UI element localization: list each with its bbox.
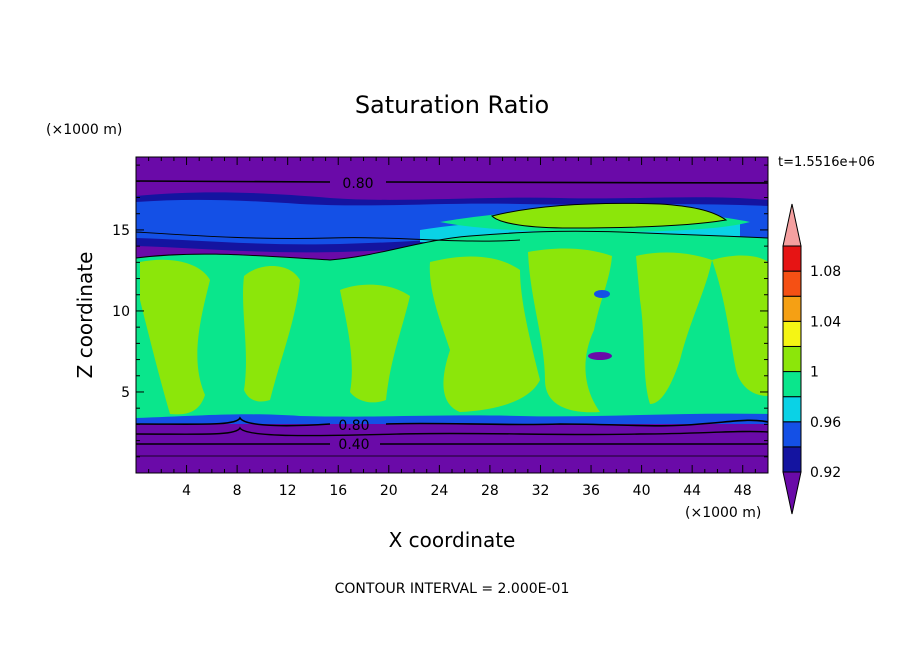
field-lime-5: [528, 248, 612, 413]
x-tick-label: 32: [532, 483, 550, 499]
x-tick-label: 24: [430, 483, 448, 499]
field-lime-left: [140, 259, 210, 415]
field-lime-6: [636, 252, 712, 404]
field-lime-3: [340, 284, 410, 403]
x-tick-label: 4: [182, 483, 191, 499]
colorbar-box: [782, 320, 802, 347]
colorbar: 0.92 0.96 1 1.04 1.08: [782, 203, 841, 515]
field-lower-purple: [136, 424, 768, 473]
colorbar-box: [782, 396, 802, 423]
y-unit-label: (×1000 m): [46, 122, 122, 138]
colorbar-arrow-high: [782, 203, 802, 247]
y-tick-label: 5: [121, 385, 130, 401]
colorbar-box: [782, 446, 802, 473]
field-lime-cap: [492, 203, 726, 228]
x-axis-label: X coordinate: [389, 528, 516, 552]
x-tick-label: 48: [734, 483, 752, 499]
plot-area: [136, 157, 768, 473]
colorbar-arrow-low: [782, 471, 802, 515]
field-lower-blue: [136, 413, 768, 424]
x-tick-label: 40: [633, 483, 651, 499]
colorbar-box: [782, 345, 802, 373]
contour-label-bottom: 0.40: [338, 437, 369, 453]
colorbar-tick-label: 1: [810, 365, 819, 381]
x-tick-label: 12: [279, 483, 297, 499]
x-tick-label: 16: [329, 483, 347, 499]
x-tick-label: 44: [683, 483, 701, 499]
contour-interval-footer: CONTOUR INTERVAL = 2.000E-01: [335, 581, 570, 597]
x-tick-label: 8: [233, 483, 242, 499]
contour-label-lower: 0.80: [338, 418, 369, 434]
y-axis: 5 10 15: [112, 164, 768, 458]
colorbar-tick-label: 1.08: [810, 264, 841, 280]
x-axis: 4 8 12 16 20 24 28 32 36 40 44 48: [148, 157, 756, 499]
field-lime-7: [712, 255, 768, 396]
contour-mid-lower: [136, 426, 768, 437]
x-tick-label: 36: [582, 483, 600, 499]
y-tick-label: 15: [112, 223, 130, 239]
contour-upper-band: [136, 231, 521, 242]
colorbar-box: [782, 421, 802, 448]
contour-label-top: 0.80: [342, 176, 373, 192]
contour-080-upper: [136, 180, 768, 184]
x-unit-label: (×1000 m): [685, 505, 761, 521]
field-lime-4: [429, 256, 540, 412]
contour-cap: [491, 202, 728, 229]
colorbar-box: [782, 295, 802, 322]
colorbar-tick-label: 0.96: [810, 415, 841, 431]
x-tick-label: 20: [380, 483, 398, 499]
field-spot-purple: [588, 352, 612, 360]
field-spot-blue: [594, 290, 610, 298]
contour-green-edge: [136, 230, 768, 261]
x-tick-label: 28: [481, 483, 499, 499]
y-tick-label: 10: [112, 304, 130, 320]
colorbar-tick-label: 1.04: [810, 314, 841, 330]
contour-080-lower: [136, 416, 768, 427]
colorbar-box: [782, 245, 802, 272]
colorbar-box: [782, 371, 802, 398]
colorbar-tick-label: 0.92: [810, 465, 841, 481]
colorbar-box: [782, 270, 802, 297]
field-lime-2: [243, 265, 300, 402]
y-axis-label: Z coordinate: [73, 252, 97, 379]
time-label: t=1.5516e+06: [778, 155, 875, 170]
chart-title: Saturation Ratio: [355, 91, 549, 119]
